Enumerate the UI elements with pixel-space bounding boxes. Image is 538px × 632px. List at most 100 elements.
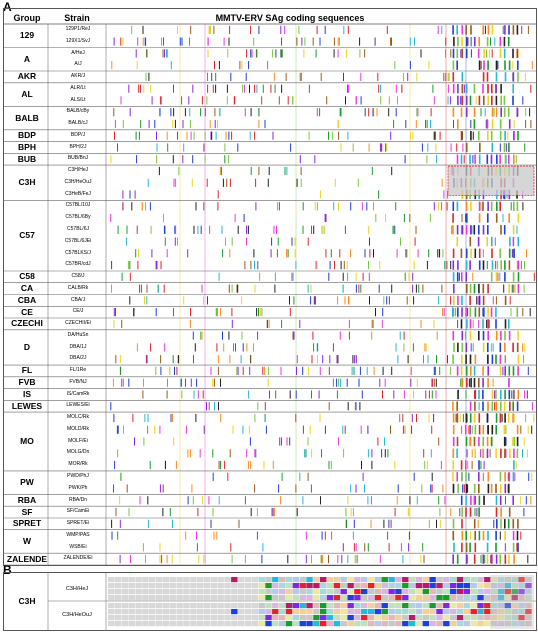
- sequence-variant-tick: [308, 84, 310, 93]
- group-label: RBA: [17, 494, 37, 505]
- sequence-variant-tick: [395, 202, 397, 211]
- sequence-variant-tick: [402, 555, 404, 564]
- aligned-residue-cell: [169, 615, 176, 621]
- sequence-variant-block: [478, 307, 481, 317]
- sequence-variant-tick: [291, 272, 293, 281]
- sequence-variant-tick: [316, 108, 318, 117]
- sequence-variant-block: [469, 354, 472, 364]
- sequence-variant-tick: [394, 460, 396, 470]
- aligned-residue-cell: [354, 609, 361, 615]
- sequence-variant-tick: [489, 449, 491, 458]
- sequence-variant-tick: [233, 343, 234, 352]
- group-label: CA: [20, 283, 34, 294]
- aligned-residue-cell: [504, 621, 512, 627]
- sequence-variant-tick: [242, 366, 244, 375]
- sequence-variant-block: [487, 483, 490, 494]
- sequence-variant-block: [469, 95, 472, 106]
- sequence-variant-block: [483, 307, 485, 317]
- sequence-variant-tick: [201, 331, 203, 340]
- sequence-variant-block: [507, 413, 510, 423]
- aligned-residue-cell: [135, 577, 142, 583]
- sequence-variant-block: [499, 354, 502, 364]
- sequence-variant-tick: [511, 249, 513, 258]
- sequence-variant-tick: [431, 425, 433, 434]
- aligned-residue-cell: [477, 615, 484, 621]
- sequence-variant-tick: [316, 25, 318, 34]
- aligned-residue-cell: [504, 577, 512, 583]
- sequence-variant-block: [465, 436, 468, 447]
- sequence-variant-tick: [460, 225, 462, 234]
- sequence-variant-block: [487, 472, 490, 482]
- sequence-variant-tick: [476, 508, 478, 517]
- sequence-variant-tick: [388, 519, 390, 528]
- sequence-variant-block: [470, 495, 472, 505]
- sequence-variant-tick: [181, 96, 183, 105]
- sequence-variant-tick: [209, 225, 211, 234]
- strain-label: IS/CamRk: [66, 390, 90, 397]
- sequence-variant-tick: [169, 508, 171, 517]
- sequence-variant-tick: [513, 413, 515, 423]
- strain-label: MOLF/Ei: [68, 437, 88, 444]
- aligned-residue-cell: [231, 621, 238, 627]
- sequence-variant-tick: [270, 249, 272, 258]
- aligned-residue-cell: [361, 609, 368, 615]
- sequence-variant-tick: [217, 355, 219, 364]
- strain-label: MOLC/Rk: [67, 414, 89, 421]
- sequence-variant-block: [478, 472, 480, 482]
- sequence-variant-tick: [340, 143, 342, 152]
- sequence-variant-tick: [203, 143, 205, 152]
- sequence-variant-tick: [486, 261, 488, 270]
- sequence-variant-tick: [436, 355, 437, 364]
- group-label: C58: [19, 271, 35, 282]
- sequence-variant-tick: [135, 131, 137, 140]
- sequence-variant-block: [517, 542, 519, 553]
- sequence-variant-block: [504, 319, 507, 329]
- sequence-variant-tick: [373, 202, 374, 211]
- sequence-variant-tick: [155, 366, 157, 375]
- sequence-variant-tick: [463, 484, 465, 493]
- sequence-variant-block: [461, 295, 463, 306]
- sequence-variant-tick: [471, 225, 473, 234]
- sequence-variant-block: [457, 295, 459, 306]
- aligned-residue-cell: [231, 583, 238, 589]
- sequence-variant-block: [486, 413, 489, 423]
- sequence-variant-tick: [147, 519, 149, 528]
- sequence-variant-block: [516, 342, 519, 353]
- sequence-variant-tick: [504, 355, 506, 364]
- sequence-variant-tick: [499, 531, 501, 540]
- sequence-variant-block: [465, 507, 467, 517]
- sequence-variant-tick: [368, 108, 370, 117]
- sequence-variant-block: [504, 389, 506, 400]
- sequence-variant-tick: [274, 508, 276, 517]
- aligned-residue-cell: [470, 589, 477, 595]
- sequence-variant-tick: [120, 355, 122, 364]
- aligned-residue-cell: [231, 589, 238, 595]
- aligned-residue-cell: [388, 621, 395, 627]
- sequence-variant-tick: [302, 496, 304, 505]
- sequence-variant-block: [516, 530, 519, 541]
- sequence-variant-tick: [475, 96, 477, 105]
- sequence-variant-block: [470, 248, 472, 258]
- sequence-variant-block: [465, 307, 467, 317]
- sequence-variant-tick: [174, 366, 175, 375]
- aligned-residue-cell: [497, 615, 505, 621]
- sequence-variant-block: [457, 483, 459, 494]
- sequence-variant-tick: [251, 49, 253, 58]
- sequence-variant-tick: [187, 249, 189, 258]
- sequence-variant-tick: [499, 143, 501, 152]
- sequence-variant-tick: [305, 531, 307, 540]
- sequence-variant-tick: [115, 508, 117, 517]
- sequence-variant-tick: [131, 202, 133, 211]
- sequence-variant-tick: [471, 460, 473, 470]
- aligned-residue-cell: [408, 589, 416, 595]
- aligned-residue-cell: [518, 583, 525, 589]
- sequence-variant-tick: [146, 296, 148, 305]
- sequence-variant-tick: [284, 25, 286, 34]
- sequence-variant-tick: [494, 390, 496, 399]
- sequence-variant-tick: [509, 296, 511, 305]
- sequence-variant-block: [470, 225, 472, 235]
- sequence-variant-block: [503, 36, 506, 47]
- sequence-variant-tick: [131, 25, 133, 34]
- aligned-residue-cell: [292, 621, 300, 627]
- aligned-residue-cell: [326, 589, 334, 595]
